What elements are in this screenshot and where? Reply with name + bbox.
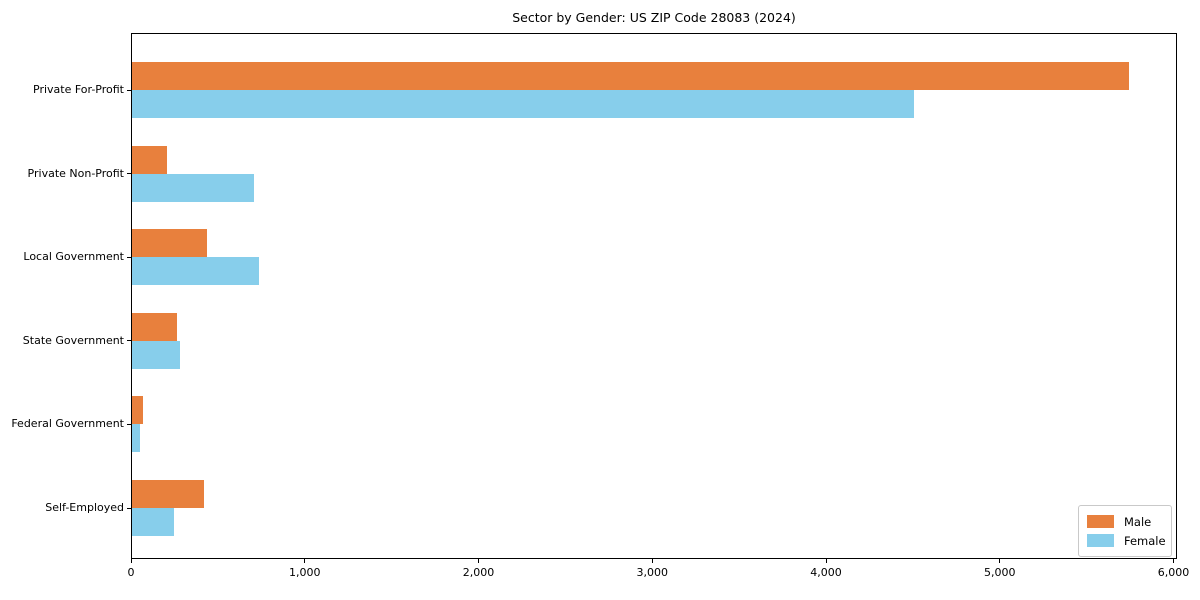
legend-label-male: Male	[1124, 514, 1152, 529]
legend-label-female: Female	[1124, 533, 1166, 548]
x-axis-tick-label: 6,000	[1157, 566, 1190, 579]
bar-male-3	[132, 312, 178, 341]
legend-swatch-female	[1087, 534, 1114, 547]
bar-female-0	[132, 90, 914, 118]
bar-female-5	[132, 508, 174, 536]
bar-male-1	[132, 145, 167, 174]
y-axis-category-label: Federal Government	[11, 417, 124, 431]
x-axis-tick-label: 2,000	[462, 566, 495, 579]
x-axis-tick	[999, 559, 1001, 563]
y-axis-category-label: Private Non-Profit	[27, 166, 124, 180]
y-axis-tick	[127, 423, 131, 425]
legend-entry-male: Male	[1087, 512, 1163, 531]
x-axis-tick	[304, 559, 306, 563]
x-axis-tick-label: 3,000	[636, 566, 669, 579]
bar-female-1	[132, 173, 254, 202]
x-axis-tick-label: 5,000	[984, 566, 1016, 579]
x-axis-tick-label: 0	[127, 566, 135, 579]
legend: Male Female	[1078, 505, 1172, 557]
legend-entry-female: Female	[1087, 531, 1166, 550]
x-axis-tick	[130, 559, 132, 563]
x-axis-tick	[478, 559, 479, 563]
y-axis-tick	[127, 173, 131, 175]
y-axis-category-label: State Government	[22, 333, 124, 347]
bar-male-5	[132, 480, 205, 508]
x-axis-tick	[825, 559, 827, 563]
legend-swatch-male	[1087, 515, 1114, 528]
bar-female-4	[132, 424, 140, 453]
chart-title: Sector by Gender: US ZIP Code 28083 (202…	[512, 10, 796, 25]
y-axis-category-label: Local Government	[23, 250, 124, 264]
y-axis-category-label: Self-Employed	[45, 501, 124, 514]
y-axis-tick	[127, 340, 131, 342]
bar-male-0	[132, 62, 1130, 90]
y-axis-tick	[127, 89, 131, 91]
bar-male-2	[132, 229, 207, 258]
x-axis-tick	[651, 559, 653, 563]
bar-male-4	[132, 396, 144, 425]
y-axis-tick	[127, 256, 131, 258]
x-axis-tick	[1173, 559, 1175, 563]
y-axis-category-label: Private For-Profit	[33, 83, 124, 96]
plot-area	[131, 33, 1177, 559]
bar-female-2	[132, 257, 259, 286]
bar-female-3	[132, 340, 180, 369]
x-axis-tick-label: 4,000	[810, 566, 842, 579]
y-axis-tick	[127, 507, 131, 509]
x-axis-tick-label: 1,000	[289, 566, 321, 579]
